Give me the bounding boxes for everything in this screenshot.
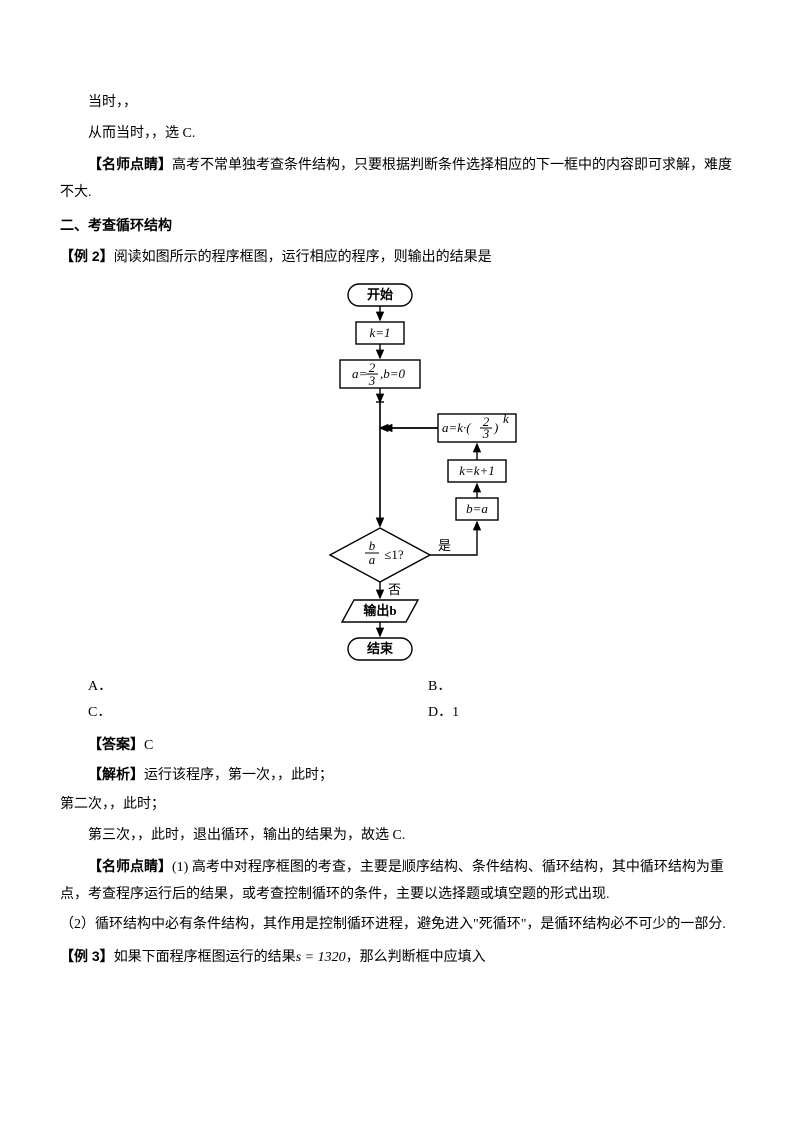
svg-text:k: k xyxy=(503,411,509,426)
section-2-title: 二、考查循环结构 xyxy=(60,212,740,239)
analysis-line-3: 第三次，，此时，退出循环，输出的结果为，故选 C. xyxy=(60,823,740,850)
text: 当时，， xyxy=(88,95,137,110)
fc-cond-num: b xyxy=(369,538,376,553)
example-3-body-b: ，那么判断框中应填入 xyxy=(346,950,486,965)
fc-ua-left: a=k·( xyxy=(442,420,471,435)
paragraph-1: 当时，， xyxy=(60,90,740,117)
tip2-prefix: 【名师点睛】 xyxy=(88,858,172,874)
svg-text:a=: a= xyxy=(352,366,367,381)
fc-cond-op: ≤1? xyxy=(384,547,404,562)
example-3: 【例 3】如果下面程序框图运行的结果s = 1320，那么判断框中应填入 xyxy=(60,943,740,972)
analysis-line-1: 【解析】运行该程序，第一次，，此时； xyxy=(60,761,740,790)
fc-ab-right: ,b=0 xyxy=(380,366,406,381)
text: 从而当时，，选 C. xyxy=(88,126,195,141)
options-row: A． B． C． D．1 xyxy=(60,674,740,727)
analysis-prefix: 【解析】 xyxy=(88,766,144,782)
fc-k-inc: k=k+1 xyxy=(459,463,495,478)
fc-no: 否 xyxy=(388,582,401,597)
svg-text:≤1?: ≤1? xyxy=(384,547,404,562)
example-2: 【例 2】阅读如图所示的程序框图，运行相应的程序，则输出的结果是 xyxy=(60,243,740,272)
example-2-body: 阅读如图所示的程序框图，运行相应的程序，则输出的结果是 xyxy=(114,250,492,265)
fc-b-assign: b=a xyxy=(466,501,488,516)
svg-text:a: a xyxy=(369,552,376,567)
tip2-line-1: 【名师点睛】(1) 高考中对程序框图的考查，主要是顺序结构、条件结构、循环结构，… xyxy=(60,853,740,908)
analysis-body: 运行该程序，第一次，，此时； xyxy=(144,768,333,783)
fc-ua-exp: k xyxy=(503,411,509,426)
svg-text:,b=0: ,b=0 xyxy=(380,366,406,381)
fc-cond-den: a xyxy=(369,552,376,567)
fc-end: 结束 xyxy=(367,641,394,656)
tip-prefix: 【名师点睛】 xyxy=(88,156,172,172)
svg-text:): ) xyxy=(493,420,498,435)
paragraph-2: 从而当时，，选 C. xyxy=(60,121,740,148)
svg-text:b: b xyxy=(369,538,376,553)
fc-ab-left: a= xyxy=(352,366,367,381)
example-2-prefix: 【例 2】 xyxy=(60,248,114,264)
answer-body: C xyxy=(144,738,153,753)
option-c: C． xyxy=(60,700,400,727)
fc-output: 输出b xyxy=(363,603,396,618)
option-b: B． xyxy=(400,674,740,701)
fc-ua-right: ) xyxy=(493,420,498,435)
option-d: D．1 xyxy=(400,700,740,727)
fc-ua-den: 3 xyxy=(482,426,490,441)
fc-ab-den: 3 xyxy=(368,373,376,388)
analysis-line-2: 第二次，，此时； xyxy=(60,792,740,819)
paragraph-tip1: 【名师点睛】高考不常单独考查条件结构，只要根据判断条件选择相应的下一框中的内容即… xyxy=(60,151,740,206)
tip2-line-2: （2）循环结构中必有条件结构，其作用是控制循环进程，避免进入"死循环"，是循环结… xyxy=(60,912,740,939)
option-a: A． xyxy=(60,674,400,701)
example-3-body-a: 如果下面程序框图运行的结果 xyxy=(114,950,296,965)
example-3-eq: s = 1320 xyxy=(296,950,346,965)
fc-yes: 是 xyxy=(438,538,451,553)
flowchart-container: 开始 结束 k=1 a= 2 3 ,b=0 a=k·( 2 3 ) k k=k+… xyxy=(60,282,740,664)
svg-text:a=k·(: a=k·( xyxy=(442,420,471,435)
svg-text:3: 3 xyxy=(368,373,376,388)
flowchart-svg: 开始 结束 k=1 a= 2 3 ,b=0 a=k·( 2 3 ) k k=k+… xyxy=(280,282,520,664)
svg-text:3: 3 xyxy=(482,426,490,441)
answer-line: 【答案】C xyxy=(60,731,740,760)
answer-prefix: 【答案】 xyxy=(88,736,144,752)
example-3-prefix: 【例 3】 xyxy=(60,948,114,964)
fc-k-init: k=1 xyxy=(369,325,390,340)
fc-start: 开始 xyxy=(367,287,393,302)
